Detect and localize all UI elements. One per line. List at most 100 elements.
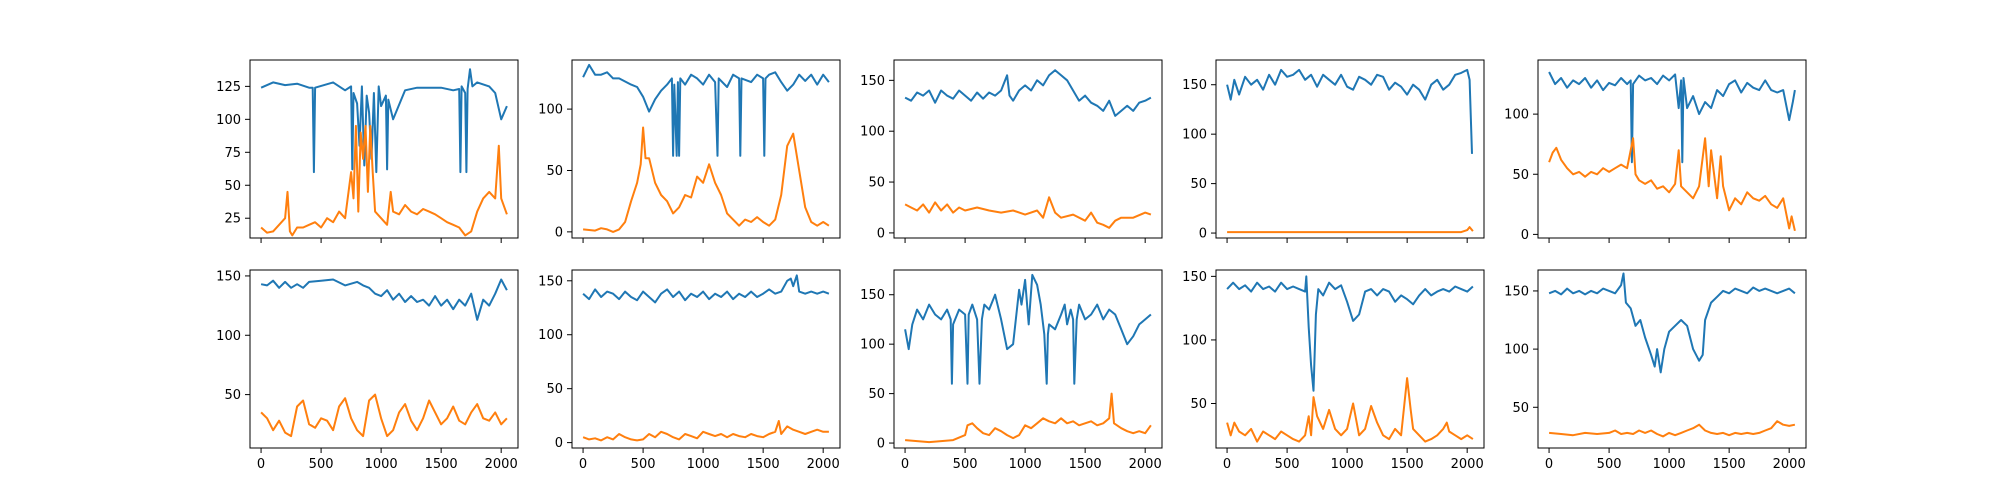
series-line-1 [904, 273, 1152, 385]
x-tick-label: 1500 [425, 457, 458, 472]
subplot-3: 0 50 100 150 [860, 59, 1163, 243]
series-line-1 [260, 278, 508, 321]
series-line-2 [260, 393, 508, 438]
y-tick-label: 75 [224, 146, 241, 161]
y-tick-label: 50 [1190, 177, 1207, 192]
y-tick-label: 50 [868, 387, 885, 402]
series-line-1 [582, 274, 830, 304]
y-tick-label: 50 [224, 388, 241, 403]
x-tick-label: 1500 [1069, 457, 1102, 472]
y-tick-label: 100 [860, 125, 885, 140]
subplot-4: 0 50 100 150 [1182, 59, 1485, 243]
x-tick-label: 1000 [687, 457, 720, 472]
y-tick-label: 50 [546, 382, 563, 397]
series-line-2 [904, 196, 1152, 229]
y-tick-label: 125 [216, 80, 241, 95]
axes-frame [571, 59, 841, 239]
x-tick-label: 2000 [1773, 457, 1806, 472]
y-tick-label: 50 [1190, 397, 1207, 412]
series-line-1 [1548, 272, 1796, 374]
x-tick-label: 1500 [747, 457, 780, 472]
y-tick-label: 0 [1199, 227, 1207, 242]
x-tick-label: 2000 [485, 457, 518, 472]
series-line-2 [1226, 377, 1474, 443]
y-tick-label: 150 [1182, 270, 1207, 285]
y-tick-label: 50 [1512, 168, 1529, 183]
x-tick-label: 1000 [1009, 457, 1042, 472]
y-tick-label: 50 [224, 179, 241, 194]
y-tick-label: 0 [1521, 228, 1529, 243]
subplot-2: 0 50 100 [538, 59, 841, 243]
x-tick-label: 1000 [1331, 457, 1364, 472]
series-line-1 [1226, 275, 1474, 392]
x-tick-label: 0 [1223, 457, 1231, 472]
series-line-1 [904, 69, 1152, 117]
x-tick-label: 1000 [1653, 457, 1686, 472]
axes-frame [893, 59, 1163, 239]
series-line-2 [260, 124, 508, 237]
y-tick-label: 150 [860, 74, 885, 89]
y-tick-label: 150 [860, 288, 885, 303]
y-tick-label: 100 [538, 328, 563, 343]
y-tick-label: 100 [216, 113, 241, 128]
x-tick-label: 500 [953, 457, 978, 472]
y-tick-label: 0 [877, 226, 885, 241]
series-line-2 [905, 392, 1152, 444]
y-tick-label: 25 [224, 212, 241, 227]
axes-frame [249, 269, 519, 449]
x-tick-label: 1500 [1391, 457, 1424, 472]
x-tick-label: 0 [901, 457, 909, 472]
y-tick-label: 100 [538, 103, 563, 118]
y-tick-label: 150 [1182, 78, 1207, 93]
x-tick-label: 500 [631, 457, 656, 472]
series-line-2 [582, 420, 829, 442]
y-tick-label: 150 [1504, 284, 1529, 299]
axes-frame [1537, 59, 1807, 239]
axes-frame [1215, 269, 1485, 449]
y-tick-label: 0 [877, 437, 885, 452]
y-tick-label: 100 [1182, 333, 1207, 348]
y-tick-label: 50 [546, 164, 563, 179]
x-tick-label: 1000 [365, 457, 398, 472]
y-tick-label: 150 [538, 274, 563, 289]
subplot-5: 0 50 100 [1504, 59, 1807, 243]
axes-frame [571, 269, 841, 449]
x-tick-label: 500 [309, 457, 334, 472]
series-line-1 [1548, 71, 1796, 164]
axes-frame [249, 59, 519, 239]
series-line-2 [1548, 137, 1796, 232]
x-tick-label: 0 [257, 457, 265, 472]
axes-frame [1215, 59, 1485, 239]
y-tick-label: 100 [216, 329, 241, 344]
x-tick-label: 1500 [1713, 457, 1746, 472]
x-tick-label: 500 [1275, 457, 1300, 472]
series-line-1 [1226, 68, 1473, 154]
series-line-2 [1227, 226, 1474, 234]
series-line-1 [260, 68, 508, 174]
y-tick-label: 100 [1182, 128, 1207, 143]
series-line-2 [1549, 420, 1796, 438]
y-tick-label: 100 [1504, 108, 1529, 123]
x-tick-label: 0 [1545, 457, 1553, 472]
x-tick-label: 500 [1597, 457, 1622, 472]
x-tick-label: 2000 [807, 457, 840, 472]
x-tick-label: 0 [579, 457, 587, 472]
y-tick-label: 150 [216, 269, 241, 284]
subplot-1: 25 50 75 100 125 [216, 59, 519, 243]
y-tick-label: 50 [1512, 401, 1529, 416]
axes-frame [1537, 269, 1807, 449]
series-line-2 [583, 126, 830, 233]
y-tick-label: 0 [555, 225, 563, 240]
axes-frame [893, 269, 1163, 449]
x-tick-label: 2000 [1129, 457, 1162, 472]
y-tick-label: 0 [555, 436, 563, 451]
x-tick-label: 2000 [1451, 457, 1484, 472]
series-line-1 [582, 63, 830, 157]
y-tick-label: 100 [860, 338, 885, 353]
